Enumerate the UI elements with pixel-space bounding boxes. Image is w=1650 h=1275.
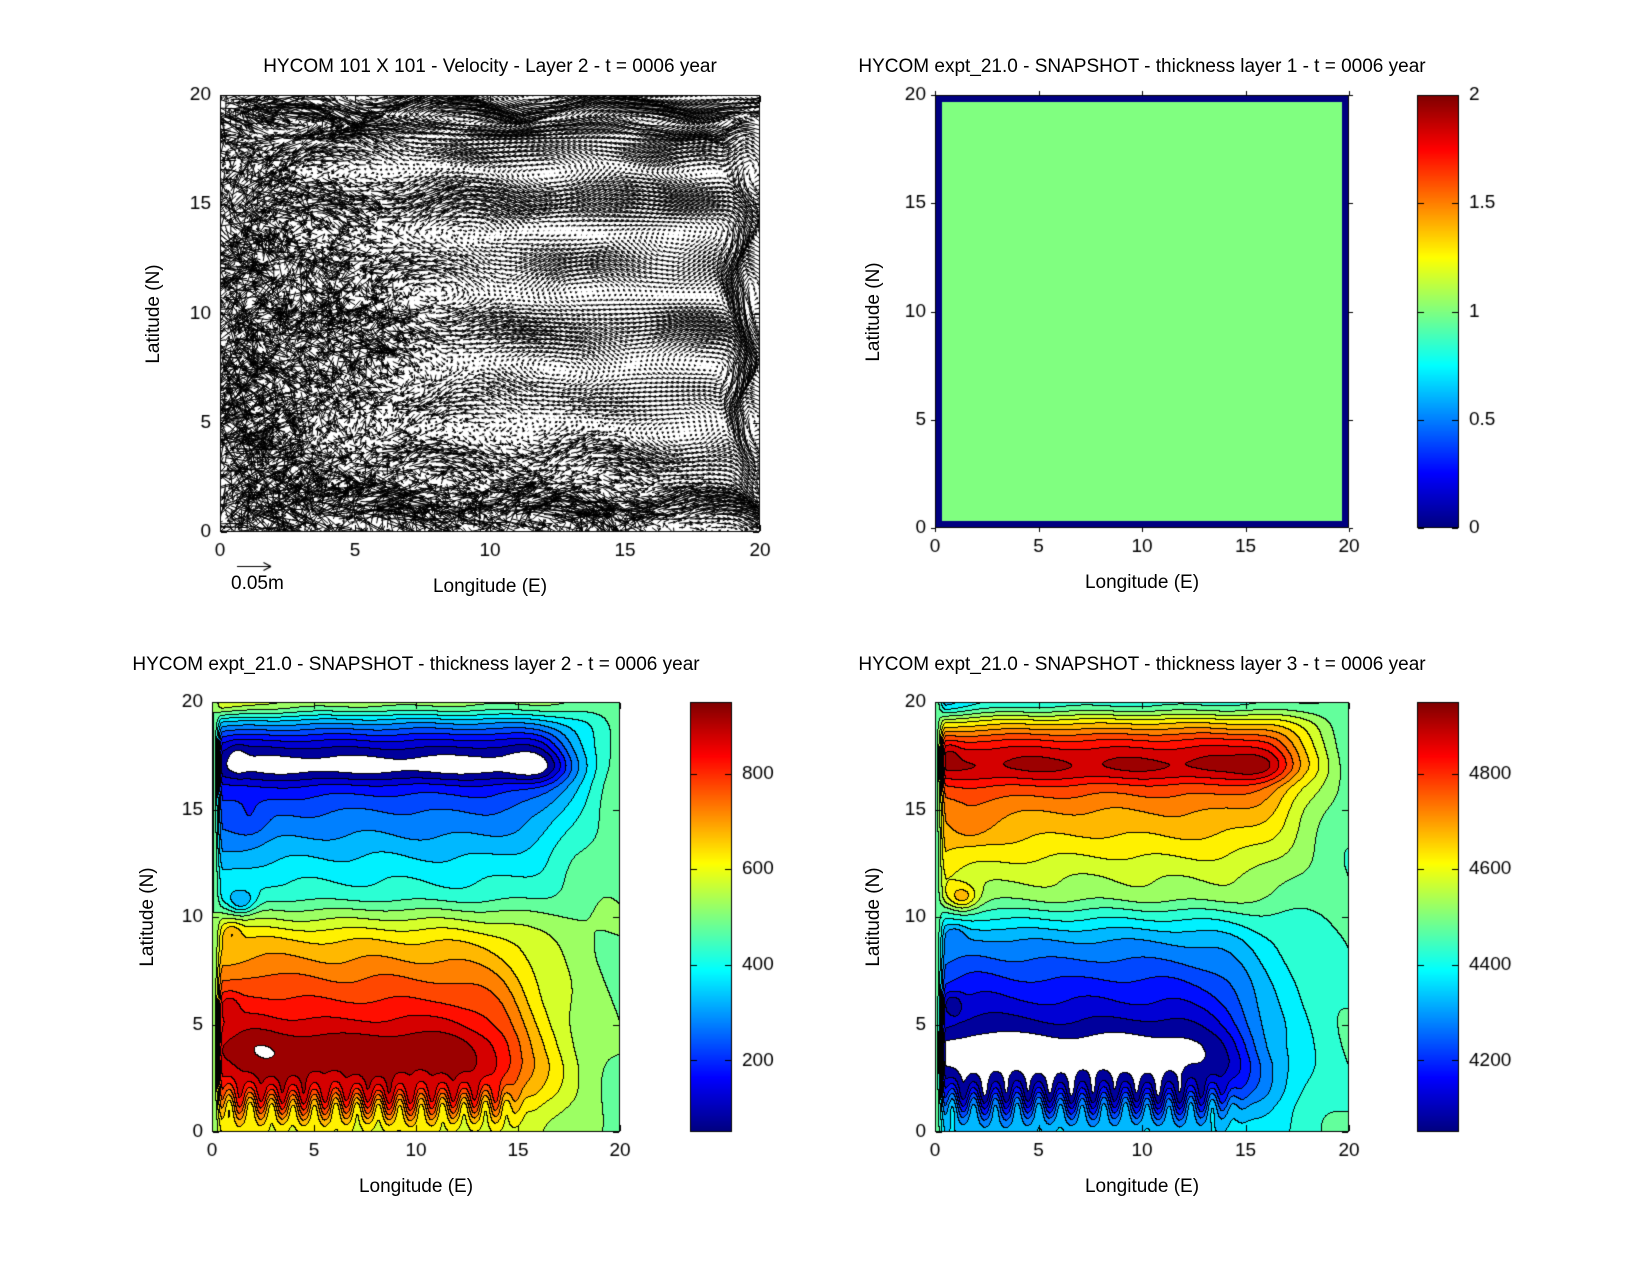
velocity-plot-xlabel: Longitude (E) [432,576,548,597]
thickness-layer1-plot-title: HYCOM expt_21.0 - SNAPSHOT - thickness l… [858,56,1426,77]
thickness-layer2-plot-ylabel: Latitude (N) [137,867,158,967]
velocity-plot-title: HYCOM 101 X 101 - Velocity - Layer 2 - t… [263,56,717,77]
thickness-layer1-plot-xlabel: Longitude (E) [1084,572,1200,593]
thickness-layer3-plot-title: HYCOM expt_21.0 - SNAPSHOT - thickness l… [858,654,1426,675]
thickness-layer2-plot-title: HYCOM expt_21.0 - SNAPSHOT - thickness l… [132,654,700,675]
thickness-layer2-plot-xlabel: Longitude (E) [358,1176,474,1197]
velocity-plot-ylabel: Latitude (N) [143,264,164,364]
thickness-layer1-plot-ylabel: Latitude (N) [863,262,884,362]
thickness-layer3-plot-xlabel: Longitude (E) [1084,1176,1200,1197]
thickness-layer3-plot-ylabel: Latitude (N) [863,867,884,967]
scale-arrow-label: 0.05m [231,573,284,594]
